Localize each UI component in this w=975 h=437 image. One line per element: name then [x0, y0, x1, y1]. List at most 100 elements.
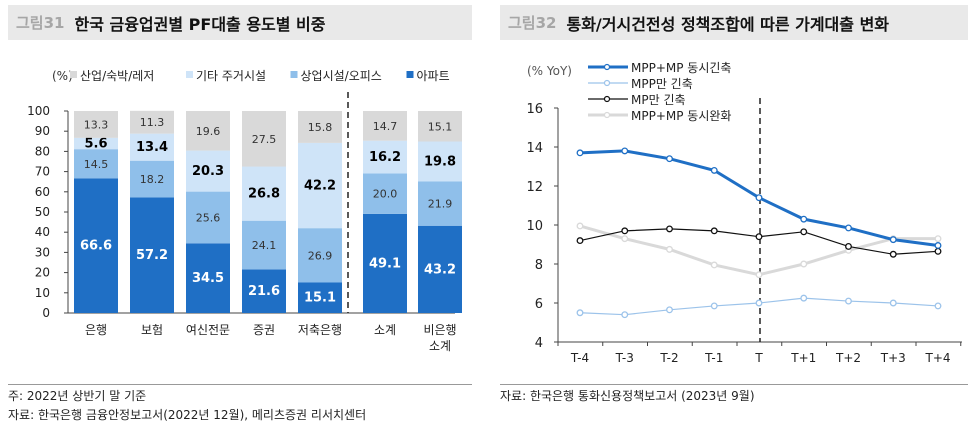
data-point	[755, 299, 763, 307]
bar-segment	[298, 228, 342, 283]
bar-segment	[363, 173, 407, 214]
data-point	[621, 311, 629, 319]
data-label: 43.2	[424, 262, 456, 277]
data-label: 18.2	[140, 173, 165, 186]
bar-segment	[74, 178, 118, 313]
data-point	[755, 194, 763, 202]
data-label: 19.6	[196, 125, 221, 138]
data-point	[934, 247, 942, 255]
bar-segment	[363, 111, 407, 141]
data-point	[576, 222, 584, 230]
y-tick-label: 90	[35, 124, 50, 138]
bar-segment	[130, 197, 174, 313]
bar-segment	[186, 191, 230, 244]
x-tick-label: T+1	[790, 351, 816, 365]
x-tick-label: T	[754, 351, 763, 365]
y-tick-label: 10	[35, 286, 50, 300]
bar-segment	[418, 225, 462, 313]
data-point	[845, 224, 852, 232]
legend-label: MPP만 긴축	[631, 77, 693, 91]
data-label: 26.8	[248, 187, 280, 202]
data-point	[576, 149, 584, 157]
x-tick-label: T-2	[659, 351, 678, 365]
data-label: 15.1	[304, 291, 336, 306]
y-tick-label: 70	[35, 165, 50, 179]
x-tick-label: 소계	[374, 323, 396, 337]
data-label: 20.3	[192, 164, 224, 179]
bar-segment	[130, 160, 174, 198]
left-chart-title: 한국 금융업권별 PF대출 용도별 비중	[74, 14, 326, 34]
data-point	[710, 166, 718, 174]
legend-marker	[603, 95, 611, 103]
legend-label: 아파트	[417, 69, 450, 83]
y-tick-label: 100	[27, 104, 50, 118]
legend-swatch	[70, 71, 77, 78]
y-tick-label: 14	[526, 141, 543, 156]
x-tick-label: 여신전문	[186, 323, 230, 337]
data-label: 57.2	[136, 248, 168, 263]
data-label: 11.3	[140, 116, 165, 129]
legend-swatch	[406, 71, 414, 78]
data-point	[666, 306, 673, 314]
x-tick-label: 보험	[141, 323, 163, 337]
data-label: 13.4	[136, 140, 168, 155]
bar-segment	[130, 133, 174, 161]
y-tick-label: 30	[35, 245, 50, 259]
data-point	[889, 299, 897, 307]
y-tick-label: 60	[35, 185, 50, 199]
data-label: 15.1	[428, 120, 453, 133]
legend-marker	[603, 79, 611, 87]
data-point	[934, 235, 942, 243]
bar-segment	[363, 140, 407, 174]
data-point	[800, 228, 808, 236]
bar-segment	[298, 111, 342, 143]
legend-label: 상업시설/오피스	[301, 69, 382, 83]
data-label: 21.9	[428, 198, 453, 211]
data-label: 20.0	[373, 188, 398, 201]
data-point	[845, 297, 852, 305]
data-point	[755, 271, 763, 279]
left-source: 자료: 한국은행 금융안정보고서(2022년 12월), 메리츠증권 리서치센터	[8, 408, 367, 422]
data-label: 14.5	[84, 158, 109, 171]
right-chart-title: 통화/거시건전성 정책조합에 따른 가계대출 변화	[566, 14, 890, 34]
x-tick-label: 은행	[85, 322, 107, 337]
bar-segment	[186, 150, 230, 192]
y-tick-label: 20	[35, 266, 50, 280]
data-point	[710, 302, 718, 310]
bar-segment	[74, 149, 118, 179]
data-point	[710, 227, 718, 235]
data-label: 66.6	[80, 239, 112, 254]
x-tick-label: 소계	[429, 339, 451, 353]
y-tick-label: 10	[526, 219, 543, 234]
bar-segment	[242, 269, 286, 313]
data-point	[934, 242, 942, 249]
data-label: 34.5	[192, 271, 224, 286]
legend-swatch	[186, 71, 193, 78]
x-tick-label: T-1	[704, 351, 723, 365]
y-tick-label: 6	[535, 297, 543, 312]
data-point	[889, 250, 897, 258]
data-label: 21.6	[248, 284, 280, 299]
bar-segment	[186, 111, 230, 151]
data-point	[666, 225, 673, 233]
data-label: 13.3	[84, 118, 109, 131]
y-axis-label: (%)	[52, 69, 73, 83]
left-note: 주: 2022년 상반기 말 기준	[8, 384, 472, 404]
data-label: 16.2	[369, 150, 401, 165]
data-label: 15.8	[308, 121, 333, 134]
data-point	[889, 236, 897, 244]
data-point	[800, 215, 808, 223]
legend-marker	[603, 111, 611, 119]
bar-segment	[418, 111, 462, 142]
y-axis-label: (% YoY)	[527, 64, 572, 78]
y-tick-label: 8	[535, 258, 543, 273]
right-figure-number: 그림32	[508, 14, 557, 32]
legend-label: MP만 긴축	[631, 93, 686, 107]
data-label: 26.9	[308, 249, 333, 262]
y-tick-label: 0	[42, 306, 50, 320]
y-tick-label: 40	[35, 225, 50, 239]
y-tick-label: 80	[35, 144, 50, 158]
data-label: 24.1	[252, 239, 277, 252]
data-point	[800, 294, 808, 302]
